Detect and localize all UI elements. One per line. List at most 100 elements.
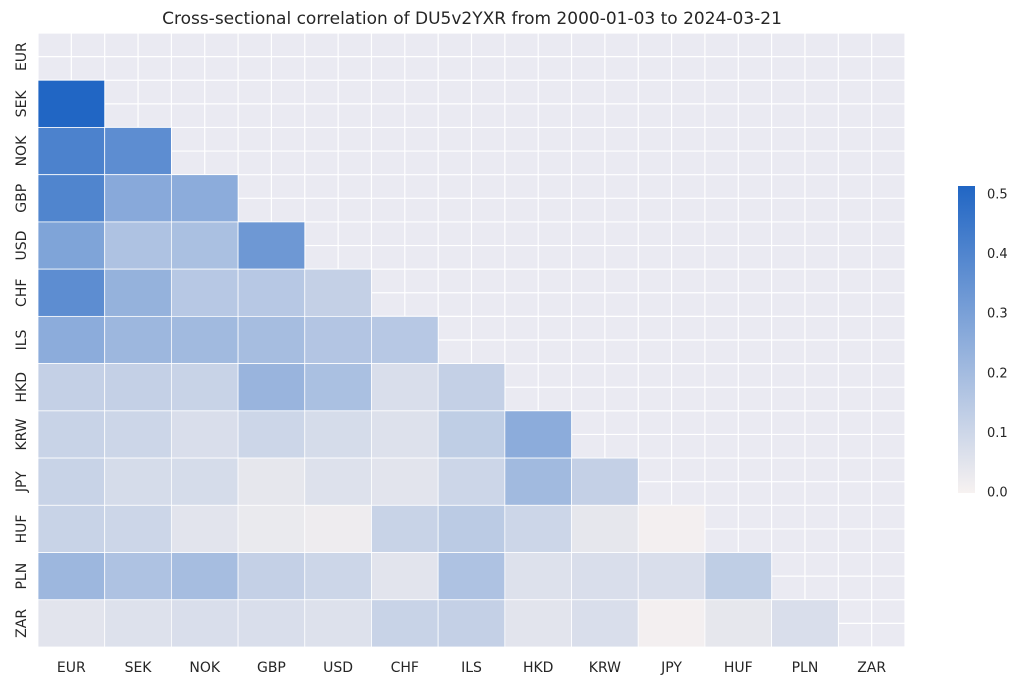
colorbar-tick-label: 0.2 [987,366,1008,381]
heatmap-cell-zar-krw [571,599,639,648]
heatmap-cell-chf-eur [37,268,106,317]
heatmap-cell-chf-usd [304,268,372,317]
heatmap-cell-zar-gbp [237,599,306,648]
heatmap-cell-huf-nok [170,504,239,553]
x-tick-label: SEK [125,660,153,676]
heatmap-cell-usd-sek [104,221,172,270]
heatmap-cell-usd-nok [170,221,239,270]
x-tick-label: JPY [660,660,682,676]
heatmap-cell-pln-nok [170,552,239,601]
heatmap-cell-gbp-sek [104,174,172,223]
heatmap-cell-pln-huf [704,552,773,601]
heatmap-cell-gbp-eur [37,174,106,223]
heatmap-cell-nok-eur [37,127,106,176]
heatmap-cell-hkd-eur [37,363,106,412]
heatmap-cell-huf-gbp [237,504,306,553]
heatmap-cell-huf-ils [437,504,506,553]
heatmap-cell-zar-pln [771,599,839,648]
x-tick-label: HKD [523,660,554,676]
heatmap-cell-zar-huf [704,599,773,648]
x-tick-label: ZAR [857,660,886,676]
x-tick-label: CHF [391,660,419,676]
y-tick-label: USD [14,231,30,261]
heatmap-cell-zar-sek [104,599,172,648]
heatmap-cell-huf-hkd [504,504,572,553]
x-tick-label: USD [323,660,353,676]
heatmap-cell-hkd-usd [304,363,372,412]
y-tick-label: KRW [14,418,30,450]
heatmap-cell-pln-gbp [237,552,306,601]
x-tick-label: KRW [589,660,621,676]
heatmap-cell-huf-chf [371,504,439,553]
y-tick-label: ILS [14,329,30,350]
colorbar-tick-label: 0.4 [987,247,1008,262]
y-tick-label: GBP [14,184,30,213]
heatmap-cell-ils-nok [170,315,239,365]
heatmap-cell-zar-eur [37,599,106,648]
heatmap-cell-sek-eur [37,79,106,128]
heatmap-cell-zar-ils [437,599,506,648]
heatmap-cell-jpy-gbp [237,457,306,506]
colorbar-tick-label: 0.3 [987,307,1008,322]
heatmap-cell-jpy-chf [371,457,439,506]
heatmap-cell-chf-gbp [237,268,306,317]
heatmap-cell-huf-sek [104,504,172,553]
heatmap-cell-zar-jpy [637,599,706,648]
heatmap-cell-pln-sek [104,552,172,601]
heatmap-cell-pln-ils [437,552,506,601]
colorbar-tick-label: 0.0 [987,486,1008,501]
heatmap-cell-pln-chf [371,552,439,601]
y-tick-label: JPY [14,471,30,493]
heatmap-cell-hkd-ils [437,363,506,412]
heatmap-cell-ils-sek [104,315,172,365]
heatmap-cell-nok-sek [104,127,172,176]
heatmap-cell-pln-eur [37,552,106,601]
heatmap-cell-jpy-nok [170,457,239,506]
heatmap-cell-hkd-nok [170,363,239,412]
heatmap-cell-usd-eur [37,221,106,270]
y-tick-label: EUR [14,42,30,71]
y-tick-label: SEK [14,90,30,118]
heatmap-cell-huf-krw [571,504,639,553]
x-tick-label: EUR [57,660,86,676]
y-tick-label: CHF [14,279,30,307]
heatmap-cell-jpy-usd [304,457,372,506]
heatmap-cell-chf-nok [170,268,239,317]
heatmap-cell-zar-usd [304,599,372,648]
heatmap-cell-pln-hkd [504,552,572,601]
y-tick-label: PLN [14,563,30,590]
heatmap-cell-jpy-krw [571,457,639,506]
y-tick-label: NOK [14,135,30,166]
heatmap-cell-zar-nok [170,599,239,648]
heatmap-cell-krw-hkd [504,410,572,459]
heatmap-cell-krw-usd [304,410,372,459]
heatmap-cell-krw-ils [437,410,506,459]
heatmap-cell-zar-hkd [504,599,572,648]
heatmap-cell-pln-krw [571,552,639,601]
heatmap-cell-chf-sek [104,268,172,317]
heatmap-cell-jpy-hkd [504,457,572,506]
colorbar [958,186,975,493]
heatmap-cell-krw-eur [37,410,106,459]
y-tick-label: HUF [14,515,30,544]
colorbar-tick-label: 0.1 [987,426,1008,441]
heatmap-cell-hkd-sek [104,363,172,412]
heatmap-cell-huf-jpy [637,504,706,553]
heatmap-cell-krw-gbp [237,410,306,459]
y-tick-label: ZAR [14,609,30,638]
heatmap-cell-krw-chf [371,410,439,459]
heatmap-cell-pln-jpy [637,552,706,601]
chart-title: Cross-sectional correlation of DU5v2YXR … [162,9,782,29]
x-tick-label: PLN [792,660,819,676]
heatmap-cell-krw-sek [104,410,172,459]
heatmap-cell-zar-chf [371,599,439,648]
heatmap-cell-jpy-sek [104,457,172,506]
heatmap-cell-usd-gbp [237,221,306,270]
heatmap-cell-huf-usd [304,504,372,553]
heatmap-cell-gbp-nok [170,174,239,223]
heatmap-cell-hkd-chf [371,363,439,412]
heatmap-cell-ils-eur [37,315,106,365]
heatmap-cell-huf-eur [37,504,106,553]
